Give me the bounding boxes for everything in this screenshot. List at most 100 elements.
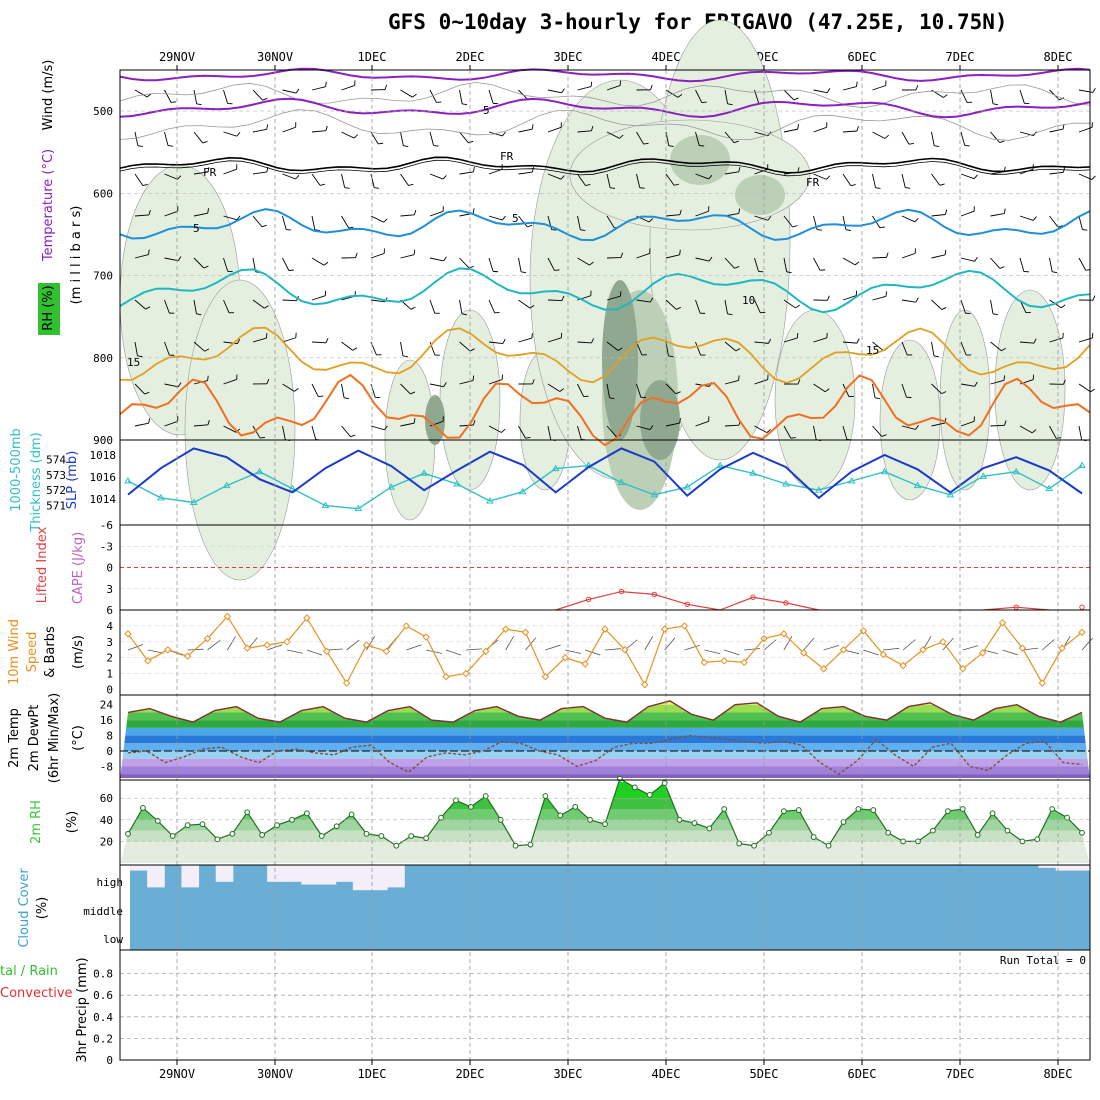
precip-tick-label: 0.2 <box>93 1032 113 1045</box>
cloud-gap <box>284 865 302 882</box>
wind10-marker <box>662 626 668 632</box>
wind-barb <box>1020 216 1033 220</box>
wind-barb <box>591 82 592 87</box>
rh2m-marker <box>483 794 488 799</box>
wind10-barb <box>1003 650 1018 655</box>
wind-barb <box>814 258 821 270</box>
wind10-marker <box>423 634 429 640</box>
wind-barb <box>857 126 858 131</box>
temperature-contour <box>120 69 1090 82</box>
wind10-tick-label: 3 <box>106 636 113 649</box>
wind-barb <box>443 175 446 179</box>
wind-barb <box>1079 90 1093 92</box>
wind-barb <box>548 300 562 301</box>
wind-barb <box>371 426 384 430</box>
wind-barb <box>489 300 495 313</box>
cloud-gap <box>216 865 234 882</box>
cloud-panel: highmiddlelow <box>83 865 1090 950</box>
wind-barb <box>961 132 965 145</box>
wind-barb <box>224 132 237 136</box>
lifted-index-marker <box>1080 605 1084 609</box>
panel-frame-wind <box>120 610 1090 695</box>
wind-barb <box>401 255 415 258</box>
wind-barb <box>857 82 858 87</box>
wind-barb <box>794 98 799 100</box>
wind-barb <box>462 104 467 105</box>
rh2m-marker <box>170 834 175 839</box>
wind-barb <box>401 90 413 97</box>
rh2m-marker <box>632 785 637 790</box>
wind-barb <box>262 225 267 227</box>
wind-barb <box>1093 296 1095 301</box>
wind-barb <box>401 215 415 216</box>
wind-barb <box>149 250 150 255</box>
wind-barb <box>945 210 946 215</box>
wind-barb <box>401 132 404 146</box>
rh2m-marker <box>319 834 324 839</box>
wind-barb <box>349 227 354 228</box>
rh2m-marker <box>528 842 533 847</box>
temp-tick-label: 24 <box>100 699 114 712</box>
rh2m-marker <box>126 831 131 836</box>
freezing-label: FR <box>500 150 514 163</box>
wind-barb <box>312 87 326 90</box>
wind-barb <box>961 211 974 216</box>
wind-barb <box>873 174 876 188</box>
wind-barb <box>345 188 350 189</box>
wind-barb <box>873 85 886 90</box>
rh2m-marker <box>945 809 950 814</box>
label-wind10: 10m Wind <box>7 619 22 685</box>
wind10-marker <box>582 661 588 667</box>
wind-barb <box>961 258 975 261</box>
rh-shading-area <box>940 310 990 490</box>
wind10-barb <box>764 640 776 650</box>
temp-tick-label: 0 <box>106 745 113 758</box>
rh2m-marker <box>304 811 309 816</box>
rh2m-marker <box>334 824 339 829</box>
wind-barb <box>932 255 946 258</box>
wind-barb <box>135 423 149 426</box>
wind-barb <box>460 258 470 268</box>
upper-air-panel: 555101515FRFRFR500600700800900 <box>93 20 1095 580</box>
wind-barb <box>793 226 798 227</box>
wind-barb <box>434 146 439 147</box>
wind-barb <box>489 216 502 220</box>
wind-barb <box>855 262 859 265</box>
wind-barb <box>755 426 767 433</box>
wind10-marker <box>523 629 529 635</box>
wind-barb <box>444 257 447 261</box>
wind-barb <box>326 338 328 343</box>
wind-barb <box>502 132 505 136</box>
wind-barb <box>1056 438 1061 439</box>
wind-barb <box>411 307 415 309</box>
wind-barb <box>473 208 474 213</box>
wind-barb <box>1079 384 1091 392</box>
wind-barb <box>1000 141 1005 143</box>
wind-barb <box>253 90 263 100</box>
rh-shading-area <box>735 175 785 215</box>
wind10-barb <box>307 650 322 655</box>
wind10-barb <box>128 645 143 650</box>
rh2m-marker <box>513 843 518 848</box>
wind-barb <box>165 90 172 102</box>
wind-barb <box>436 102 441 103</box>
wind-barb <box>942 307 947 309</box>
rh2m-marker <box>1035 837 1040 842</box>
wind-barb <box>519 300 530 308</box>
rh2m-marker <box>200 822 205 827</box>
rh2m-marker <box>841 820 846 825</box>
wind-barb <box>149 418 150 423</box>
temp-band <box>120 736 1090 744</box>
wind-barb <box>1050 216 1059 227</box>
wind-barb <box>650 85 652 90</box>
wind10-marker <box>443 674 449 680</box>
temp-band <box>120 705 1090 713</box>
wind-barb <box>197 104 202 105</box>
rh2m-marker <box>1050 807 1055 812</box>
wind10-barb <box>287 650 303 653</box>
wind-barb <box>519 258 522 272</box>
thickness-marker <box>1079 463 1085 468</box>
rh2m-marker <box>155 818 160 823</box>
wind-barb <box>342 174 345 188</box>
